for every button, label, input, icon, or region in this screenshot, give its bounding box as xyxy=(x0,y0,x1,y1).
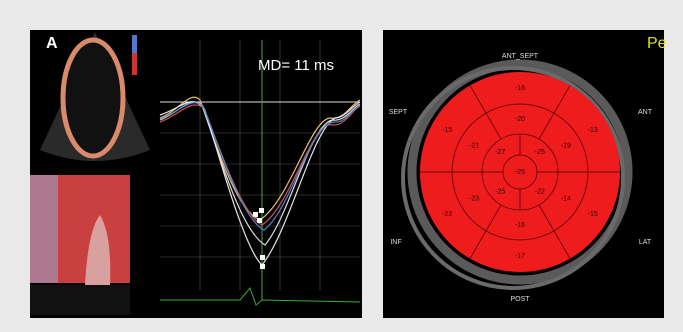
wall-label: ANT_SEPT xyxy=(502,53,539,60)
ecg-strip xyxy=(30,285,130,315)
md-annotation: MD= 11 ms xyxy=(258,57,334,74)
myocardium xyxy=(63,40,123,156)
basal-segment-value: -16 xyxy=(515,85,525,92)
panel-label: A xyxy=(46,35,58,52)
mid-segment-value: -14 xyxy=(561,195,571,202)
wall-label: LAT xyxy=(639,239,652,246)
mid-segment-value: -20 xyxy=(515,116,525,123)
mid-segment-value: -16 xyxy=(515,222,525,229)
wall-label: INF xyxy=(390,239,401,246)
panel-title-fragment: Pe xyxy=(647,35,667,52)
mid-segment-value: -21 xyxy=(469,142,479,149)
figure: A MD= 11 ms Pe xyxy=(0,0,683,332)
basal-segment-value: -22 xyxy=(442,211,452,218)
mid-segment-value: -23 xyxy=(469,195,479,202)
apical-segment-value: -22 xyxy=(535,189,545,196)
mid-segment-value: -19 xyxy=(561,142,571,149)
strain-mmode-band xyxy=(30,175,58,283)
basal-segment-value: -13 xyxy=(588,127,598,134)
apical-segment-value: -25 xyxy=(495,189,505,196)
basal-segment-value: -15 xyxy=(442,127,452,134)
apex-value: -25 xyxy=(515,169,525,176)
panel-b: Pe -16 -13 -15 -17 -22 -15 -20 -19 -14 -16 -23 -21 -… xyxy=(383,30,667,318)
apical-segment-value: -27 xyxy=(495,149,505,156)
wall-label: POST xyxy=(510,296,530,303)
wall-label: ANT xyxy=(638,109,653,116)
basal-segment-value: -17 xyxy=(515,253,525,260)
apical-segment-value: -25 xyxy=(535,149,545,156)
basal-segment-value: -15 xyxy=(588,211,598,218)
panel-a: A MD= 11 ms xyxy=(30,30,362,318)
color-bar-top xyxy=(132,35,137,53)
wall-label: SEPT xyxy=(389,109,408,116)
strain-graph xyxy=(158,32,362,316)
